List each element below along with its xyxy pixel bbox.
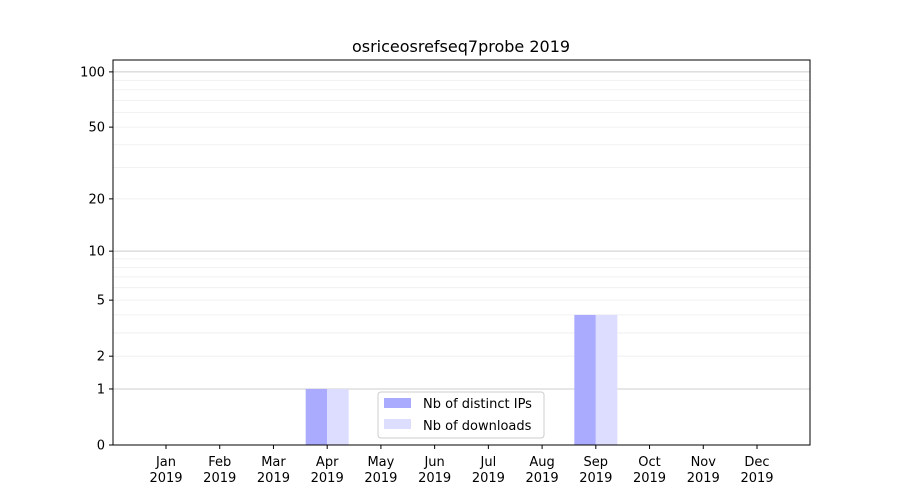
x-tick-label: Oct 2019 <box>633 455 666 486</box>
y-tick-label: 0 <box>97 439 105 454</box>
plot-frame <box>112 59 811 446</box>
x-tick-label: Nov 2019 <box>687 455 720 486</box>
legend: Nb of distinct IPs Nb of downloads <box>377 391 545 439</box>
x-tick-label: Feb 2019 <box>203 455 236 486</box>
x-tick-label: Aug 2019 <box>526 455 559 486</box>
y-tick-label: 5 <box>97 294 105 309</box>
x-tick-label: Jan 2019 <box>149 455 182 486</box>
chart-title: osriceosrefseq7probe 2019 <box>352 37 570 56</box>
legend-swatch-ips <box>384 398 411 408</box>
x-tick-label: Apr 2019 <box>311 455 344 486</box>
legend-label-downloads: Nb of downloads <box>423 419 532 434</box>
legend-label-ips: Nb of distinct IPs <box>423 397 532 412</box>
legend-swatch-downloads <box>384 419 411 429</box>
x-tick-label: Jul 2019 <box>472 455 505 486</box>
x-tick-label: May 2019 <box>364 455 397 486</box>
x-tick-label: Jun 2019 <box>418 455 451 486</box>
y-tick-label: 20 <box>88 192 105 207</box>
y-tick-label: 10 <box>88 245 105 260</box>
y-tick-label: 100 <box>80 65 105 80</box>
bar-distinct-ips <box>574 314 596 445</box>
bar-downloads <box>327 388 349 445</box>
x-tick-label: Sep 2019 <box>579 455 612 486</box>
y-tick-label: 50 <box>88 121 105 136</box>
bar-downloads <box>595 314 618 445</box>
bar-distinct-ips <box>305 388 328 445</box>
y-tick-label: 2 <box>97 350 105 365</box>
x-tick-label: Mar 2019 <box>257 455 290 486</box>
y-tick-label: 1 <box>97 382 105 397</box>
x-tick-label: Dec 2019 <box>740 455 773 486</box>
